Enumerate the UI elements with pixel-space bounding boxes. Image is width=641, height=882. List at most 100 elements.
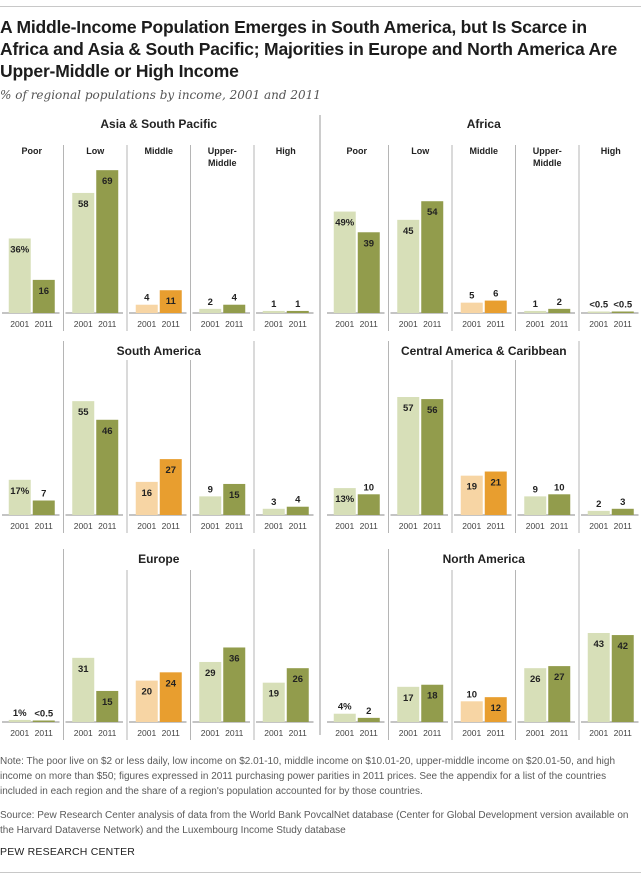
year-tick-label: 2011 bbox=[550, 728, 569, 738]
bar-2001 bbox=[460, 701, 483, 722]
year-tick-label: 2011 bbox=[614, 728, 633, 738]
data-label: 26 bbox=[530, 674, 541, 685]
bar-2001 bbox=[199, 308, 222, 313]
bar-2001 bbox=[72, 192, 95, 313]
bar-2011 bbox=[484, 300, 507, 313]
year-tick-label: 2001 bbox=[264, 319, 283, 329]
year-tick-label: 2001 bbox=[589, 319, 608, 329]
year-tick-label: 2001 bbox=[10, 521, 29, 531]
brand-label: PEW RESEARCH CENTER bbox=[0, 846, 136, 858]
year-tick-label: 2001 bbox=[335, 728, 354, 738]
year-tick-label: 2001 bbox=[201, 728, 220, 738]
data-label: 9 bbox=[533, 484, 538, 495]
data-label: 12 bbox=[490, 703, 501, 714]
year-tick-label: 2011 bbox=[614, 521, 633, 531]
bar-2001 bbox=[72, 401, 95, 515]
year-tick-label: 2011 bbox=[35, 728, 54, 738]
year-tick-label: 2011 bbox=[225, 319, 244, 329]
year-tick-label: 2001 bbox=[526, 521, 545, 531]
data-label: 10 bbox=[466, 689, 477, 700]
year-tick-label: 2001 bbox=[137, 728, 156, 738]
year-tick-label: 2011 bbox=[360, 521, 379, 531]
year-tick-label: 2001 bbox=[526, 728, 545, 738]
year-tick-label: 2001 bbox=[201, 319, 220, 329]
data-label: 19 bbox=[466, 482, 477, 493]
bar-2011 bbox=[159, 672, 182, 722]
bar-2001 bbox=[262, 508, 285, 515]
data-label: 20 bbox=[141, 687, 152, 698]
year-tick-label: 2001 bbox=[74, 521, 93, 531]
data-label: 4% bbox=[338, 702, 352, 713]
bar-2001 bbox=[199, 661, 222, 722]
data-label: 42 bbox=[617, 641, 628, 652]
bar-2001 bbox=[397, 397, 420, 515]
data-label: 46 bbox=[102, 426, 113, 437]
data-label: <0.5 bbox=[613, 300, 632, 311]
data-label: 1 bbox=[295, 299, 301, 310]
data-label: <0.5 bbox=[589, 300, 608, 311]
bar-2011 bbox=[286, 668, 309, 722]
bar-2001 bbox=[524, 668, 547, 722]
year-tick-label: 2001 bbox=[201, 521, 220, 531]
year-tick-label: 2001 bbox=[335, 521, 354, 531]
data-label: 27 bbox=[165, 465, 176, 476]
bar-2001 bbox=[587, 510, 610, 515]
data-label: 54 bbox=[427, 207, 438, 218]
data-label: 36 bbox=[229, 653, 240, 664]
data-label: 4 bbox=[232, 293, 238, 304]
data-label: 1 bbox=[271, 299, 277, 310]
year-tick-label: 2001 bbox=[10, 728, 29, 738]
data-label: 16 bbox=[141, 488, 152, 499]
bar-2001 bbox=[587, 632, 610, 722]
bar-2011 bbox=[357, 494, 380, 515]
bar-2001 bbox=[8, 238, 31, 313]
year-tick-label: 2011 bbox=[98, 319, 117, 329]
year-tick-label: 2011 bbox=[423, 319, 442, 329]
year-tick-label: 2001 bbox=[589, 521, 608, 531]
data-label: 69 bbox=[102, 176, 113, 187]
year-tick-label: 2011 bbox=[614, 319, 633, 329]
bar-2001 bbox=[72, 657, 95, 722]
data-label: 26 bbox=[292, 674, 303, 685]
data-label: 2 bbox=[596, 499, 601, 510]
data-label: 15 bbox=[102, 697, 113, 708]
bar-2011 bbox=[611, 311, 634, 313]
footnote: Note: The poor live on $2 or less daily,… bbox=[0, 756, 616, 797]
category-label: Upper- bbox=[208, 146, 237, 156]
bar-2001 bbox=[460, 475, 483, 515]
year-tick-label: 2001 bbox=[399, 728, 418, 738]
bar-2011 bbox=[96, 419, 119, 515]
bar-2001 bbox=[397, 686, 420, 722]
bar-2001 bbox=[135, 680, 158, 722]
year-tick-label: 2011 bbox=[35, 521, 54, 531]
bar-2011 bbox=[96, 690, 119, 722]
year-tick-label: 2011 bbox=[550, 521, 569, 531]
top-rule bbox=[0, 6, 641, 7]
year-tick-label: 2011 bbox=[98, 728, 117, 738]
data-label: 3 bbox=[271, 497, 276, 508]
year-tick-label: 2001 bbox=[399, 521, 418, 531]
year-tick-label: 2001 bbox=[264, 521, 283, 531]
bar-2011 bbox=[611, 635, 634, 722]
year-tick-label: 2001 bbox=[462, 319, 481, 329]
bar-2011 bbox=[484, 697, 507, 722]
region-title: South America bbox=[117, 344, 202, 358]
category-label: Low bbox=[411, 146, 430, 156]
data-label: 19 bbox=[268, 689, 279, 700]
bar-2001 bbox=[8, 719, 31, 722]
bar-2011 bbox=[32, 720, 55, 722]
bar-2001 bbox=[333, 713, 356, 722]
year-tick-label: 2011 bbox=[162, 319, 181, 329]
bar-2011 bbox=[548, 666, 571, 722]
bar-2001 bbox=[397, 219, 420, 313]
data-label: 17% bbox=[10, 486, 30, 497]
data-label: 10 bbox=[363, 482, 374, 493]
year-tick-label: 2001 bbox=[74, 728, 93, 738]
year-tick-label: 2011 bbox=[360, 728, 379, 738]
year-tick-label: 2011 bbox=[487, 728, 506, 738]
year-tick-label: 2001 bbox=[137, 319, 156, 329]
bar-2011 bbox=[32, 500, 55, 515]
bottom-rule bbox=[0, 872, 641, 873]
data-label: 4 bbox=[144, 293, 150, 304]
year-tick-label: 2011 bbox=[487, 521, 506, 531]
